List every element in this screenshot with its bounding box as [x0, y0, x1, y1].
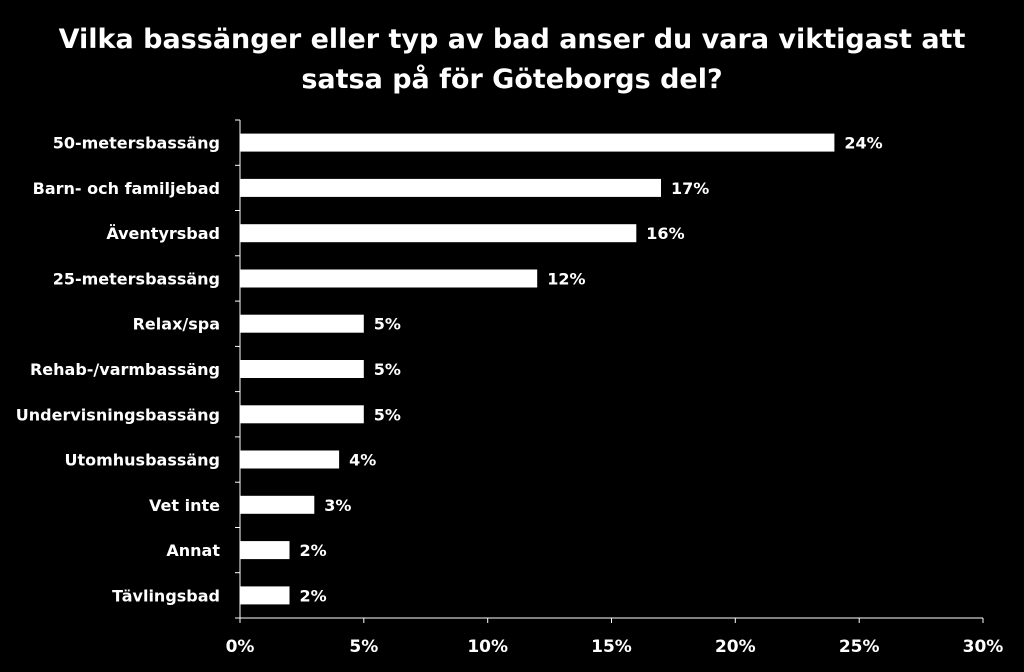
- x-tick-label: 30%: [963, 637, 1004, 657]
- data-label: 17%: [671, 179, 709, 198]
- bar-6: [240, 405, 364, 424]
- category-label: Utomhusbassäng: [64, 451, 220, 470]
- data-label: 5%: [374, 405, 401, 424]
- category-label: 25-metersbassäng: [53, 270, 220, 289]
- bar-8: [240, 495, 315, 514]
- category-label: Relax/spa: [133, 315, 220, 334]
- x-tick-label: 25%: [839, 637, 880, 657]
- data-label: 12%: [547, 270, 585, 289]
- chart-title: Vilka bassänger eller typ av bad anser d…: [0, 20, 1024, 100]
- chart-title-line-2: satsa på för Göteborgs del?: [301, 64, 723, 95]
- bar-3: [240, 269, 538, 288]
- x-tick-label: 15%: [591, 637, 632, 657]
- data-label: 5%: [374, 315, 401, 334]
- bar-10: [240, 586, 290, 605]
- data-label: 16%: [646, 224, 684, 243]
- data-label: 24%: [844, 134, 882, 153]
- x-tick-label: 0%: [226, 637, 255, 657]
- bar-4: [240, 314, 364, 333]
- x-tick-label: 20%: [715, 637, 756, 657]
- data-label: 2%: [300, 586, 327, 605]
- x-tick-label: 5%: [349, 637, 378, 657]
- category-label: Annat: [166, 541, 220, 560]
- category-label: 50-metersbassäng: [53, 134, 220, 153]
- data-label: 5%: [374, 360, 401, 379]
- bar-7: [240, 450, 340, 469]
- data-label: 2%: [300, 541, 327, 560]
- category-label: Barn- och familjebad: [33, 179, 220, 198]
- category-label: Undervisningsbassäng: [16, 405, 220, 424]
- category-label: Rehab-/varmbassäng: [30, 360, 220, 379]
- bar-5: [240, 360, 364, 378]
- x-tick-label: 10%: [467, 637, 508, 657]
- category-label: Tävlingsbad: [112, 586, 220, 605]
- data-label: 3%: [324, 496, 351, 515]
- chart-title-line-1: Vilka bassänger eller typ av bad anser d…: [58, 24, 966, 55]
- category-label: Äventyrsbad: [106, 224, 220, 243]
- bar-9: [240, 541, 290, 560]
- category-label: Vet inte: [149, 496, 220, 515]
- bar-0: [240, 133, 835, 152]
- bar-1: [240, 178, 661, 197]
- bar-2: [240, 224, 637, 243]
- data-label: 4%: [349, 451, 376, 470]
